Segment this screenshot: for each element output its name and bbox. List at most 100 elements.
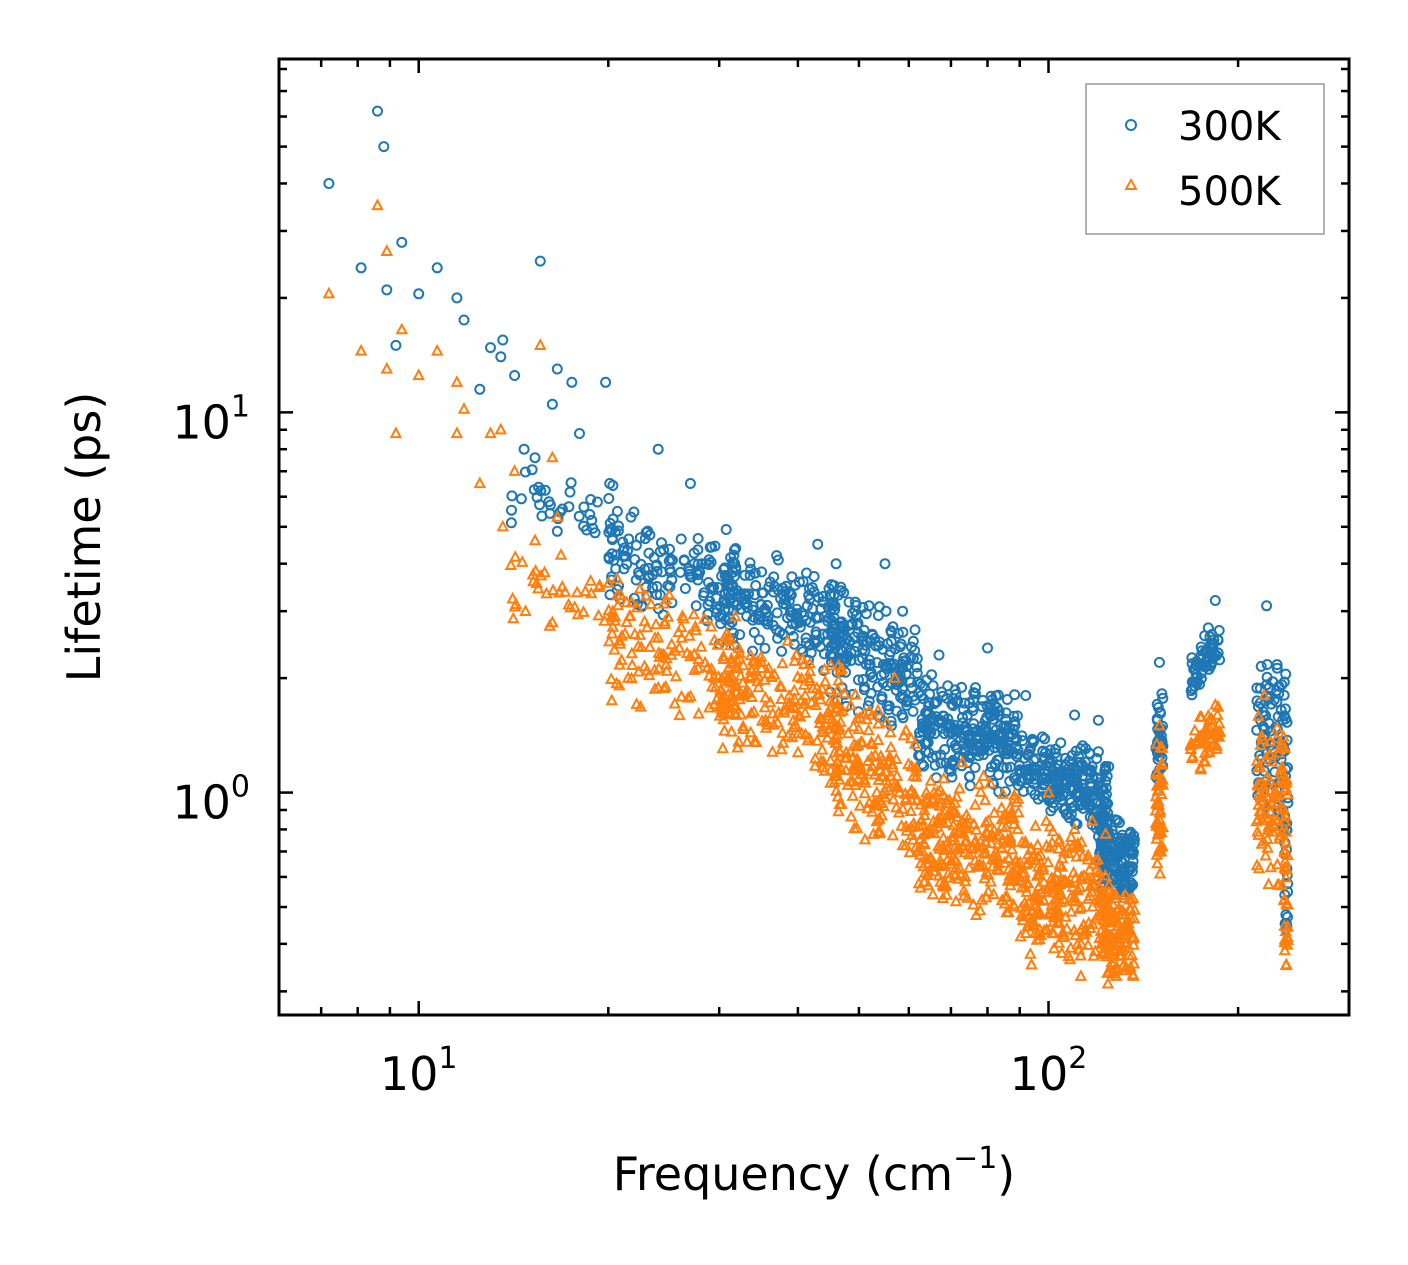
- data-point-500k: [1073, 902, 1086, 914]
- data-point-300k: [505, 517, 517, 529]
- data-point-300k: [506, 490, 518, 502]
- data-point-500k: [755, 661, 768, 673]
- data-point-300k: [536, 510, 548, 522]
- data-point-500k: [957, 883, 971, 896]
- data-point-300k: [845, 647, 857, 659]
- data-point-500k: [689, 623, 703, 636]
- data-point-500k: [833, 745, 847, 757]
- data-point-300k: [964, 734, 975, 746]
- data-point-500k: [775, 692, 788, 704]
- data-point-500k: [754, 649, 768, 662]
- data-point-500k: [758, 700, 772, 713]
- data-point-300k: [1104, 851, 1116, 863]
- data-point-500k: [1047, 941, 1061, 954]
- data-point-300k: [1083, 765, 1095, 777]
- data-point-300k: [544, 499, 556, 511]
- legend-label-500k: 500K: [1178, 169, 1282, 215]
- data-point-500k: [494, 422, 508, 435]
- data-point-500k: [996, 787, 1010, 799]
- data-point-500k: [1059, 875, 1073, 888]
- data-point-500k: [1101, 976, 1115, 989]
- data-point-300k: [1018, 785, 1029, 797]
- data-point-500k: [644, 597, 658, 609]
- data-point-500k: [1057, 930, 1071, 943]
- data-point-500k: [734, 669, 747, 681]
- data-point-500k: [814, 692, 827, 705]
- data-point-500k: [1280, 957, 1293, 970]
- x-tick-label: 101: [380, 1041, 458, 1101]
- data-point-500k: [1052, 834, 1066, 847]
- data-point-300k: [907, 705, 919, 717]
- data-point-500k: [1279, 783, 1292, 796]
- data-point-500k: [1046, 824, 1060, 837]
- data-point-500k: [766, 744, 779, 757]
- data-point-300k: [1121, 834, 1133, 845]
- data-point-500k: [974, 785, 988, 797]
- data-point-500k: [978, 871, 991, 884]
- data-point-500k: [703, 700, 716, 713]
- data-point-500k: [882, 776, 895, 789]
- data-point-300k: [1099, 765, 1111, 777]
- data-point-300k: [551, 525, 563, 537]
- data-point-500k: [562, 597, 575, 610]
- data-point-500k: [648, 663, 661, 675]
- data-point-500k: [1024, 947, 1037, 959]
- data-point-500k: [688, 663, 701, 675]
- data-point-300k: [863, 600, 875, 612]
- data-point-300k: [630, 574, 642, 586]
- data-point-300k: [957, 751, 969, 763]
- data-point-500k: [972, 777, 986, 790]
- data-point-300k: [1009, 689, 1021, 701]
- data-point-300k: [519, 466, 531, 478]
- data-point-500k: [849, 739, 863, 752]
- data-point-500k: [1045, 871, 1058, 883]
- data-point-300k: [1261, 659, 1273, 670]
- data-point-500k: [1211, 708, 1224, 720]
- data-point-300k: [738, 588, 750, 600]
- data-point-500k: [835, 661, 849, 674]
- data-point-500k: [509, 550, 522, 562]
- data-point-500k: [1198, 746, 1212, 758]
- data-point-500k: [1015, 880, 1029, 893]
- data-point-500k: [870, 785, 884, 798]
- data-point-300k: [1185, 685, 1197, 697]
- data-point-300k: [1092, 714, 1104, 726]
- data-point-300k: [842, 620, 854, 632]
- data-point-300k: [921, 736, 932, 748]
- data-point-300k: [1072, 751, 1084, 763]
- data-point-300k: [986, 729, 998, 741]
- data-point-500k: [1019, 926, 1033, 939]
- data-point-500k: [1033, 932, 1046, 945]
- data-point-500k: [705, 619, 718, 632]
- data-point-300k: [1127, 846, 1139, 858]
- data-point-500k: [1122, 892, 1136, 905]
- data-point-500k: [818, 674, 832, 687]
- data-point-300k: [896, 683, 908, 695]
- data-point-500k: [1278, 943, 1292, 956]
- data-point-300k: [431, 262, 443, 274]
- data-point-300k: [876, 693, 888, 705]
- data-point-500k: [1042, 785, 1055, 798]
- data-point-500k: [1040, 923, 1053, 935]
- data-point-500k: [715, 704, 729, 717]
- data-point-500k: [865, 759, 879, 772]
- data-point-300k: [603, 493, 615, 504]
- data-point-500k: [1001, 832, 1014, 845]
- data-point-300k: [771, 607, 783, 619]
- data-point-500k: [767, 717, 780, 730]
- data-point-300k: [1271, 662, 1283, 674]
- data-point-500k: [1262, 877, 1275, 890]
- data-point-500k: [705, 661, 718, 674]
- data-point-500k: [1264, 748, 1277, 760]
- data-point-500k: [815, 742, 829, 755]
- data-point-300k: [1028, 754, 1040, 766]
- data-point-300k: [1261, 679, 1273, 691]
- data-point-500k: [1085, 885, 1098, 897]
- data-point-300k: [656, 566, 668, 578]
- data-point-500k: [831, 789, 845, 802]
- data-point-500k: [716, 741, 730, 754]
- data-point-500k: [634, 699, 647, 712]
- data-point-500k: [788, 691, 801, 704]
- data-point-500k: [1031, 849, 1045, 862]
- data-point-500k: [705, 679, 719, 692]
